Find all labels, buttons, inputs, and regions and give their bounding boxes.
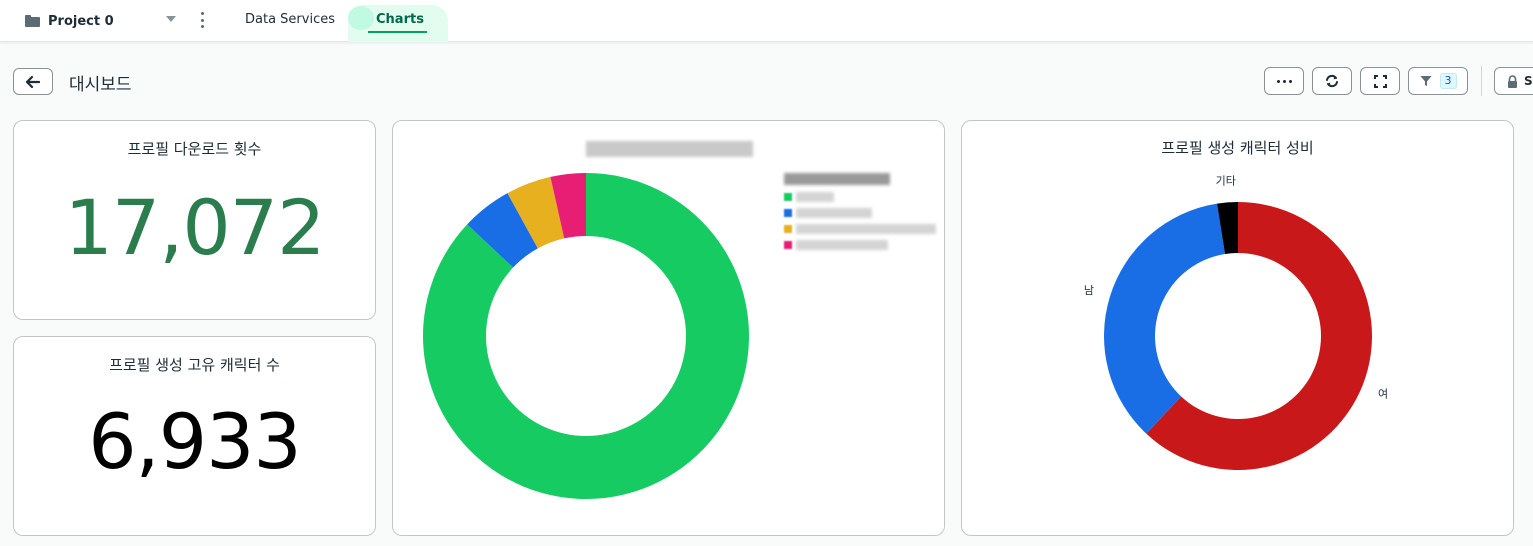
slice-label: 남 (1084, 284, 1094, 297)
redacted-legend-item (796, 224, 936, 234)
arrow-left-icon (26, 75, 40, 88)
toolbar-divider (1481, 66, 1482, 96)
folder-icon (25, 15, 40, 27)
legend-swatch (784, 209, 792, 217)
card-title: 프로필 다운로드 횟수 (127, 140, 262, 158)
donut-slice[interactable] (467, 193, 538, 268)
card-redacted-donut[interactable] (392, 120, 945, 536)
refresh-icon (1326, 74, 1338, 88)
top-nav: Project 0 Data Services Charts (0, 0, 1533, 42)
slice-label: 기타 (1216, 174, 1236, 187)
tab-data-services[interactable]: Data Services (245, 12, 335, 27)
legend-swatch (784, 225, 792, 233)
redacted-legend-item (796, 192, 834, 202)
redacted-title (586, 141, 753, 157)
project-selector[interactable]: Project 0 (25, 12, 114, 30)
card-value: 17,072 (64, 183, 326, 272)
filter-icon (1420, 76, 1431, 86)
donut-slice[interactable] (1104, 203, 1226, 434)
card-title: 프로필 생성 캐릭터 성비 (1161, 139, 1314, 157)
fullscreen-icon (1373, 74, 1387, 88)
donut-slice[interactable] (1146, 202, 1372, 471)
legend-swatch (784, 241, 792, 249)
project-name: Project 0 (48, 13, 114, 29)
card-profile-downloads[interactable]: 프로필 다운로드 횟수 17,072 (13, 120, 376, 320)
back-button[interactable] (13, 68, 53, 95)
redacted-legend-item (796, 240, 888, 250)
share-label: S (1524, 74, 1533, 88)
tab-charts-underline (368, 31, 427, 33)
filter-count-badge: 3 (1439, 73, 1457, 89)
donut-slice[interactable] (1217, 202, 1238, 255)
page-title: 대시보드 (69, 75, 132, 95)
refresh-button[interactable] (1312, 67, 1352, 95)
donut-slice[interactable] (507, 176, 565, 249)
donut-slice[interactable] (550, 173, 586, 239)
share-button[interactable]: S (1494, 67, 1533, 95)
chevron-down-icon[interactable] (166, 16, 176, 22)
slice-label: 여 (1378, 387, 1388, 400)
tab-charts-bubble (348, 6, 374, 30)
card-gender-ratio[interactable]: 프로필 생성 캐릭터 성비 여 남 기타 (961, 120, 1514, 536)
legend-swatch (784, 193, 792, 201)
donut-chart: 여 남 기타 (1084, 174, 1388, 471)
card-title: 프로필 생성 고유 캐릭터 수 (109, 356, 280, 374)
card-value: 6,933 (88, 397, 302, 486)
lock-icon (1508, 74, 1517, 88)
more-options-button[interactable] (1264, 67, 1304, 95)
kebab-menu-icon[interactable] (199, 12, 205, 28)
ellipsis-icon (1276, 79, 1292, 83)
donut-slice[interactable] (422, 173, 749, 499)
filter-button[interactable]: 3 (1408, 67, 1468, 95)
card-unique-characters[interactable]: 프로필 생성 고유 캐릭터 수 6,933 (13, 336, 376, 536)
donut-chart (422, 173, 749, 499)
tab-charts[interactable]: Charts (376, 12, 424, 27)
redacted-legend-title (784, 173, 890, 185)
redacted-legend-item (796, 208, 872, 218)
fullscreen-button[interactable] (1360, 67, 1400, 95)
